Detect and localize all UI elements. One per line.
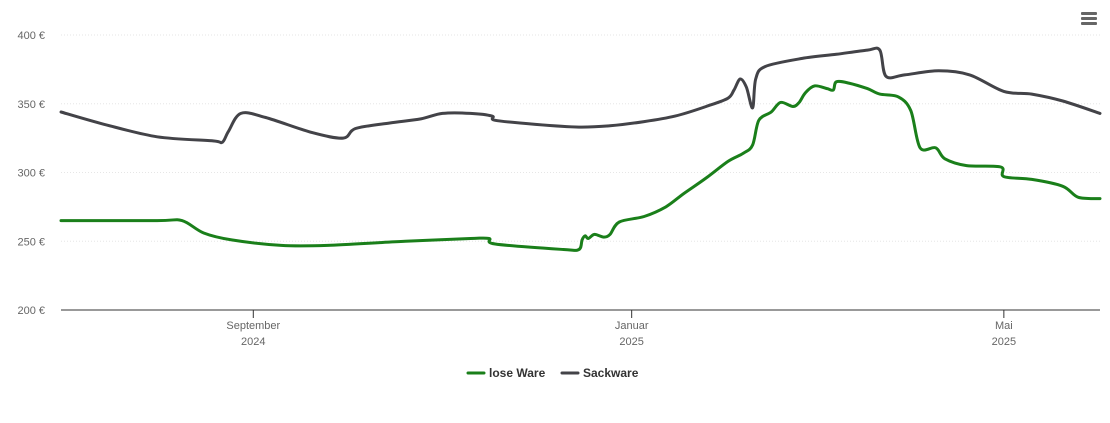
- y-tick-label: 350 €: [17, 99, 45, 111]
- series-line-sackware: [59, 46, 1102, 145]
- x-tick-year-label: 2025: [619, 336, 643, 348]
- y-tick-label: 300 €: [17, 168, 45, 180]
- legend-item[interactable]: Sackware: [560, 366, 639, 380]
- x-tick-label: Mai: [995, 320, 1013, 332]
- y-axis: 200 € 250 € 300 € 350 € 400 €: [17, 30, 45, 317]
- legend-item[interactable]: lose Ware: [466, 366, 546, 380]
- x-tick-label: Januar: [615, 320, 649, 332]
- y-tick-label: 200 €: [17, 305, 45, 317]
- menu-bar: [1081, 22, 1097, 25]
- x-axis: September 2024 Januar 2025 Mai 2025: [61, 309, 1100, 348]
- x-tick-year-label: 2024: [241, 336, 265, 348]
- y-tick-label: 400 €: [17, 30, 45, 42]
- legend-label: lose Ware: [489, 366, 546, 380]
- x-tick-year-label: 2025: [992, 336, 1016, 348]
- grid-lines: [61, 34, 1100, 242]
- series-line-lose-ware: [59, 79, 1102, 252]
- legend: lose Ware Sackware: [466, 366, 639, 380]
- y-tick-label: 250 €: [17, 236, 45, 248]
- series-group: [59, 46, 1102, 252]
- x-tick-label: September: [226, 320, 280, 332]
- menu-bar: [1081, 12, 1097, 15]
- menu-bar: [1081, 17, 1097, 20]
- hamburger-menu-icon[interactable]: [1080, 10, 1098, 28]
- legend-label: Sackware: [583, 366, 639, 380]
